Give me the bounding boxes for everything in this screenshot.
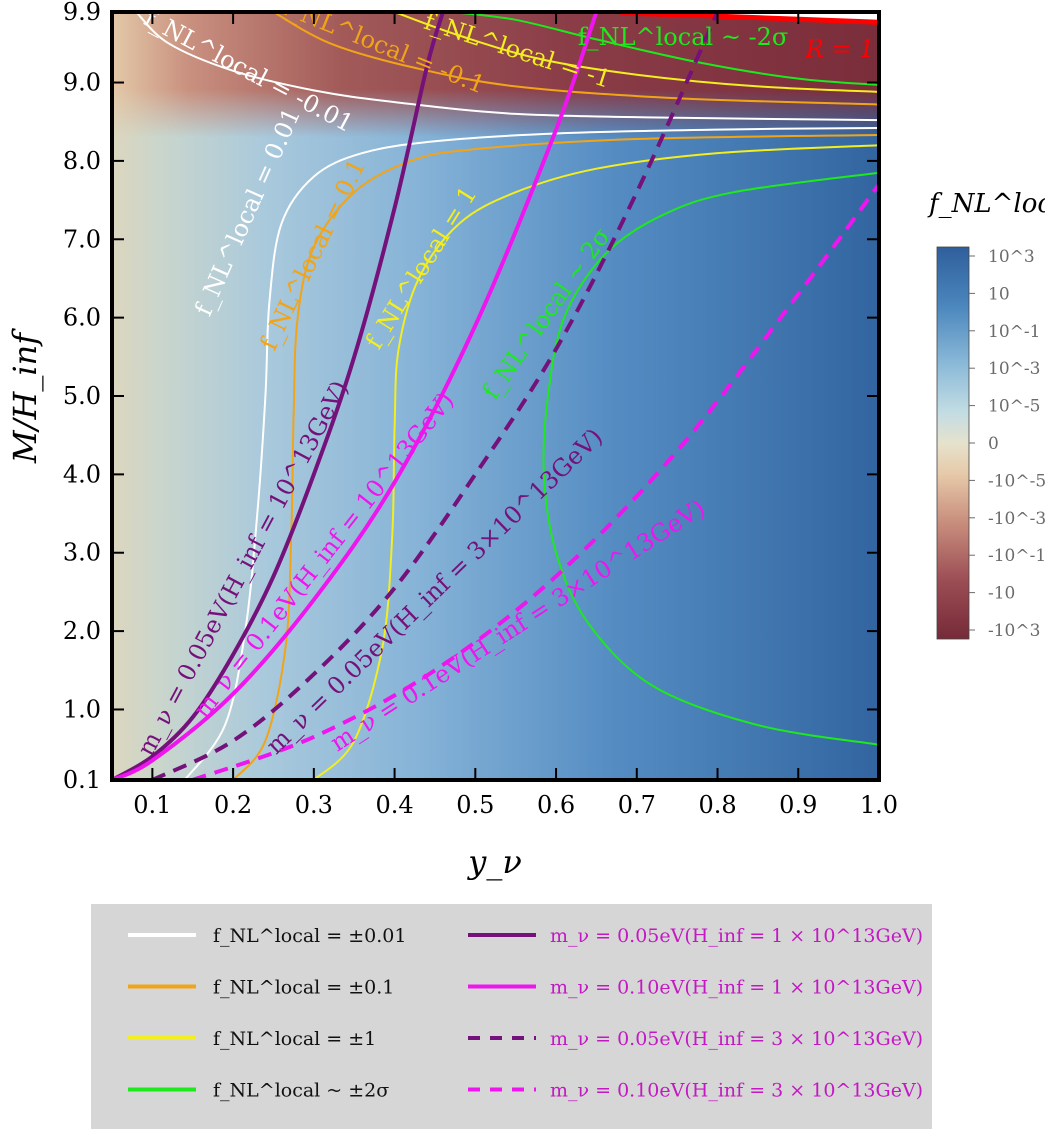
series-line-0	[112, 12, 445, 780]
legend-label: m_ν = 0.05eV(H_inf = 3 × 10^13GeV)	[550, 1028, 923, 1050]
colorbar-tick-label: 0	[988, 434, 999, 454]
colorbar-tick-label: -10^-3	[988, 509, 1045, 529]
axis-ticks: 0.1 0.2 0.3 0.4 0.5 0.6 0.7 0.8 0.9 1.0 0.1 1.0 2.0 3…	[63, 0, 898, 819]
legend: f_NL^local = ±0.01 f_NL^local = ±0.1 f_NL^…	[91, 904, 932, 1129]
contour-line-3-negative	[450, 12, 879, 86]
contour-line-0-positive	[183, 127, 879, 780]
y-axis-label: M/H_inf	[6, 328, 44, 464]
legend-label: m_ν = 0.05eV(H_inf = 1 × 10^13GeV)	[550, 925, 923, 947]
legend-box	[91, 904, 932, 1129]
x-tick-label: 0.8	[698, 791, 736, 819]
legend-label: m_ν = 0.10eV(H_inf = 1 × 10^13GeV)	[550, 977, 923, 999]
series-line-3	[192, 183, 879, 780]
colorbar-tick-label: 10^3	[988, 247, 1035, 267]
contour-line-2-negative	[394, 12, 879, 93]
y-tick-label: 1.0	[63, 695, 101, 723]
x-tick-label: 0.5	[456, 791, 494, 819]
colorbar-tick-label: 10^-3	[988, 359, 1040, 379]
colorbar-gradient	[936, 246, 970, 640]
x-tick-label: 0.6	[537, 791, 575, 819]
heatmap	[112, 12, 879, 780]
legend-items: f_NL^local = ±0.01 f_NL^local = ±0.1 f_NL^…	[128, 925, 923, 1102]
colorbar-tick-label: 10^-5	[988, 397, 1040, 417]
colorbar-tick-label: 10^-1	[988, 322, 1040, 342]
y-tick-label: 3.0	[63, 539, 101, 567]
series-layer	[112, 12, 879, 780]
legend-label: f_NL^local = ±0.1	[213, 977, 394, 999]
contour-line-1-positive	[232, 134, 879, 780]
boundary-label: R = 1	[805, 35, 875, 63]
legend-label: f_NL^local = ±0.01	[213, 925, 406, 947]
y-tick-label: 7.0	[63, 225, 101, 253]
colorbar-tick-label: 10	[988, 284, 1010, 304]
series-line-1	[112, 12, 599, 780]
contour-line-3-positive	[542, 171, 879, 746]
colorbar: f_NL^local 10^3 10 10^-1 10^-3 10^-5 0 -10^-5 -…	[927, 189, 1045, 641]
y-tick-label: 5.0	[63, 382, 101, 410]
colorbar-ticks: 10^3 10 10^-1 10^-3 10^-5 0 -10^-5 -10^-3 -10^-1…	[969, 247, 1045, 641]
contour-label-3-negative: f_NL^local ~ -2σ	[578, 23, 789, 51]
y-tick-label: 0.1	[63, 766, 101, 794]
x-tick-label: 0.9	[779, 791, 817, 819]
y-tick-label: 6.0	[63, 304, 101, 332]
colorbar-tick-label: -10^-1	[988, 546, 1045, 566]
x-tick-label: 0.2	[214, 791, 252, 819]
x-tick-label: 0.1	[133, 791, 171, 819]
contour-layer	[135, 12, 879, 780]
x-tick-label: 1.0	[860, 791, 898, 819]
legend-label: f_NL^local = ±1	[213, 1028, 376, 1050]
colorbar-tick-label: -10	[988, 584, 1015, 604]
colorbar-tick-label: -10^-5	[988, 471, 1045, 491]
x-axis-label: y_ν	[466, 843, 522, 881]
series-line-2	[151, 12, 720, 780]
colorbar-tick-label: -10^3	[988, 621, 1040, 641]
x-tick-label: 0.3	[295, 791, 333, 819]
y-tick-label: 9.0	[63, 69, 101, 97]
y-tick-label: 2.0	[63, 617, 101, 645]
y-tick-label: 9.9	[63, 0, 101, 26]
legend-label: m_ν = 0.10eV(H_inf = 3 × 10^13GeV)	[550, 1080, 923, 1102]
contour-line-0-negative	[135, 12, 879, 122]
y-tick-label: 8.0	[63, 147, 101, 175]
x-tick-label: 0.7	[618, 791, 656, 819]
y-tick-label: 4.0	[63, 460, 101, 488]
legend-label: f_NL^local ~ ±2σ	[213, 1080, 389, 1102]
contour-line-1-negative	[273, 12, 879, 106]
colorbar-title: f_NL^local	[927, 189, 1045, 219]
x-tick-label: 0.4	[375, 791, 413, 819]
